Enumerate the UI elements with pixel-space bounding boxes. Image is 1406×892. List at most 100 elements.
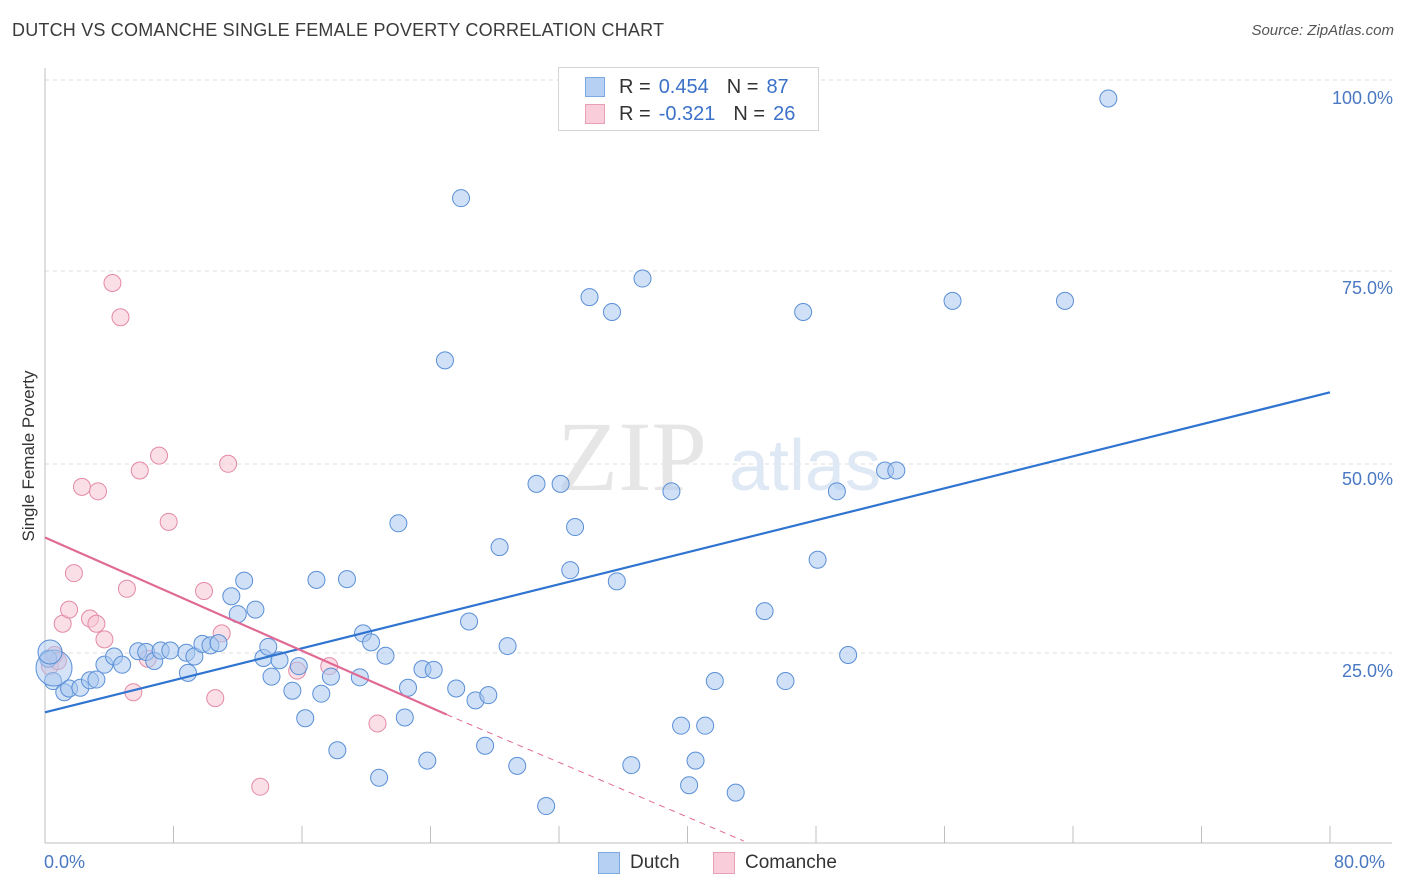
dutch-point [726, 783, 745, 802]
dutch-point [312, 684, 331, 703]
grid-lines [45, 79, 1392, 654]
dutch-point [839, 646, 858, 664]
bottom-legend-label-dutch: Dutch [630, 852, 680, 873]
legend-row-dutch: R = 0.454 N = 87 [585, 74, 789, 100]
y-tick-label: 75.0% [1342, 278, 1393, 298]
dutch-point [776, 672, 795, 691]
dutch-point [633, 269, 652, 288]
dutch-point [566, 518, 585, 537]
legend-n-value-comanche: 26 [773, 102, 796, 125]
bottom-legend-swatch-dutch [598, 852, 620, 874]
dutch-point [705, 672, 724, 691]
y-tick-labels: 25.0% 50.0% 75.0% 100.0% [1332, 88, 1393, 681]
dutch-point [328, 741, 347, 760]
dutch-point [580, 288, 599, 307]
dutch-point [490, 538, 509, 557]
comanche-point [150, 446, 169, 465]
correlation-legend: R = 0.454 N = 87 R = -0.321 N = 26 [558, 67, 819, 131]
dutch-point [209, 634, 228, 653]
dutch-point [296, 709, 315, 728]
dutch-point [755, 602, 774, 621]
dutch-point [435, 351, 454, 370]
dutch-point [943, 291, 962, 310]
bottom-legend-swatch-comanche [713, 852, 735, 874]
dutch-point [424, 660, 443, 679]
comanche-point [89, 482, 108, 501]
dutch-trend-line [44, 391, 1331, 714]
dutch-point [622, 756, 641, 775]
dutch-point [87, 670, 106, 689]
comanche-point [159, 512, 178, 531]
comanche-point [72, 477, 91, 496]
legend-n-label: N = [733, 102, 766, 125]
dutch-point [686, 751, 705, 770]
trend-lines [44, 391, 1331, 842]
dutch-point [362, 633, 381, 652]
comanche-series [40, 274, 387, 796]
dutch-point [389, 514, 408, 533]
dutch-point [399, 678, 418, 697]
dutch-point [262, 667, 281, 686]
dutch-point [395, 708, 414, 727]
legend-n-label: N = [726, 75, 759, 98]
dutch-point [537, 797, 556, 816]
y-axis-label: Single Female Poverty [19, 370, 38, 542]
dutch-point [161, 641, 180, 660]
dutch-point [222, 587, 241, 606]
dutch-point [607, 572, 626, 591]
dutch-point [680, 776, 699, 795]
dutch-point [283, 681, 302, 700]
dutch-point [476, 736, 495, 755]
dutch-point [561, 561, 580, 580]
bottom-legend-label-comanche: Comanche [745, 852, 837, 873]
legend-n-value-dutch: 87 [766, 75, 789, 98]
dutch-point [370, 768, 389, 787]
dutch-point [1055, 291, 1074, 310]
watermark-zip: ZIP [557, 401, 707, 512]
dutch-point [376, 646, 395, 665]
comanche-point [117, 579, 136, 598]
dutch-point [672, 716, 691, 735]
comanche-point [103, 274, 122, 292]
legend-r-label: R = [619, 75, 651, 98]
dutch-point [808, 550, 827, 569]
dutch-point [551, 474, 570, 493]
dutch-point [827, 482, 846, 501]
watermark-atlas: atlas [729, 426, 881, 506]
dutch-point [887, 461, 906, 480]
dutch-point [452, 189, 471, 208]
y-tick-label: 100.0% [1332, 88, 1393, 108]
y-tick-label: 50.0% [1342, 469, 1393, 489]
dutch-point [113, 655, 132, 674]
dutch-point [527, 474, 546, 493]
comanche-point [95, 630, 114, 649]
x-tick-max: 80.0% [1334, 852, 1386, 872]
y-tick-label: 25.0% [1342, 661, 1393, 681]
dutch-point [603, 303, 622, 322]
dutch-point [289, 657, 308, 676]
comanche-trend-line [44, 536, 448, 716]
dutch-point [508, 756, 527, 775]
comanche-point [251, 777, 270, 796]
dutch-point [418, 751, 437, 770]
x-tick-min: 0.0% [44, 852, 86, 872]
legend-r-value-comanche: -0.321 [658, 102, 716, 125]
chart-title: DUTCH VS COMANCHE SINGLE FEMALE POVERTY … [12, 20, 665, 40]
comanche-point [64, 564, 83, 583]
bottom-legend-comanche: Comanche [713, 852, 837, 874]
legend-swatch-dutch [585, 77, 605, 97]
comanche-point [368, 714, 387, 733]
dutch-point [460, 612, 479, 631]
dutch-point [259, 637, 278, 656]
dutch-point [696, 716, 715, 735]
dutch-point [321, 667, 340, 686]
dutch-point-cluster [37, 639, 63, 665]
comanche-point [87, 614, 106, 633]
dutch-point [307, 570, 326, 589]
legend-row-comanche: R = -0.321 N = 26 [585, 101, 795, 127]
dutch-point [185, 647, 204, 666]
watermark: ZIP atlas [557, 401, 881, 512]
legend-swatch-comanche [585, 104, 605, 124]
dutch-point [498, 637, 517, 656]
